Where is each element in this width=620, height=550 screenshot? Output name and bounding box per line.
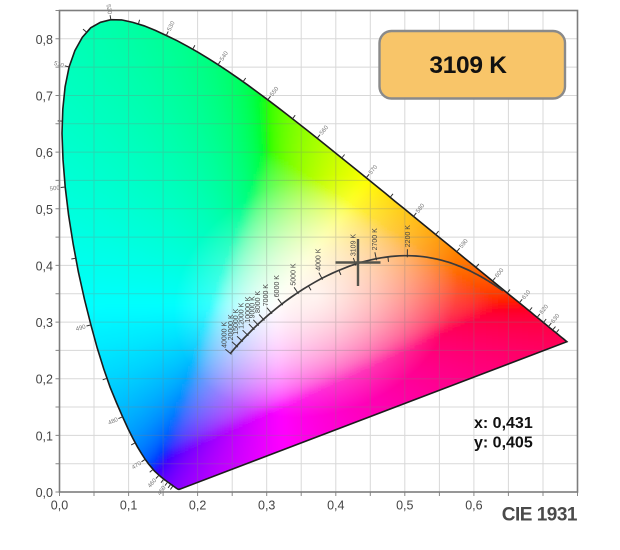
- svg-text:7000 K: 7000 K: [263, 284, 270, 307]
- svg-text:450: 450: [157, 485, 168, 497]
- svg-text:530: 530: [167, 20, 177, 32]
- svg-text:610: 610: [521, 289, 532, 301]
- svg-text:2200 K: 2200 K: [405, 225, 412, 248]
- svg-text:550: 550: [270, 86, 281, 98]
- svg-text:570: 570: [368, 164, 379, 176]
- svg-text:0,5: 0,5: [396, 499, 413, 513]
- svg-text:0,3: 0,3: [36, 316, 53, 330]
- svg-text:CIE 1931: CIE 1931: [502, 505, 578, 526]
- svg-text:15000 K: 15000 K: [233, 308, 240, 334]
- svg-text:0,4: 0,4: [327, 499, 344, 513]
- svg-text:0,0: 0,0: [36, 486, 53, 500]
- svg-text:460: 460: [147, 477, 159, 489]
- svg-text:8000 K: 8000 K: [255, 290, 262, 313]
- svg-text:9000 K: 9000 K: [249, 296, 256, 319]
- svg-text:3109 K: 3109 K: [350, 234, 357, 257]
- svg-text:0,6: 0,6: [36, 146, 53, 160]
- svg-text:0,3: 0,3: [258, 499, 275, 513]
- svg-text:480: 480: [108, 417, 120, 427]
- svg-text:560: 560: [319, 124, 330, 136]
- svg-text:0,7: 0,7: [36, 90, 53, 104]
- svg-text:0,2: 0,2: [189, 499, 206, 513]
- svg-text:12000 K: 12000 K: [239, 302, 246, 328]
- svg-text:6000 K: 6000 K: [274, 275, 281, 298]
- svg-text:620: 620: [539, 304, 550, 316]
- svg-text:3109 K: 3109 K: [429, 52, 507, 79]
- svg-text:0,1: 0,1: [120, 499, 137, 513]
- svg-text:10000 K: 10000 K: [245, 296, 252, 322]
- svg-text:580: 580: [415, 203, 426, 215]
- svg-text:2700 K: 2700 K: [372, 228, 379, 251]
- svg-text:4000 K: 4000 K: [316, 248, 323, 271]
- svg-text:590: 590: [459, 238, 470, 250]
- svg-text:630: 630: [550, 313, 561, 325]
- svg-text:0,8: 0,8: [36, 33, 53, 47]
- svg-text:0,2: 0,2: [36, 373, 53, 387]
- svg-text:0,1: 0,1: [36, 429, 53, 443]
- svg-text:500: 500: [50, 186, 61, 193]
- svg-text:600: 600: [494, 267, 505, 279]
- svg-text:470: 470: [131, 460, 143, 471]
- svg-text:490: 490: [75, 324, 87, 333]
- svg-text:20000 K: 20000 K: [228, 314, 235, 340]
- svg-text:0,4: 0,4: [36, 259, 53, 273]
- svg-text:y: 0,405: y: 0,405: [474, 435, 533, 452]
- svg-text:0,0: 0,0: [51, 499, 68, 513]
- svg-text:540: 540: [219, 50, 230, 62]
- svg-text:5000 K: 5000 K: [291, 263, 298, 286]
- svg-text:x: 0,431: x: 0,431: [474, 415, 533, 432]
- svg-text:40000 K: 40000 K: [221, 321, 228, 347]
- svg-text:0,6: 0,6: [465, 499, 482, 513]
- svg-text:0,5: 0,5: [36, 203, 53, 217]
